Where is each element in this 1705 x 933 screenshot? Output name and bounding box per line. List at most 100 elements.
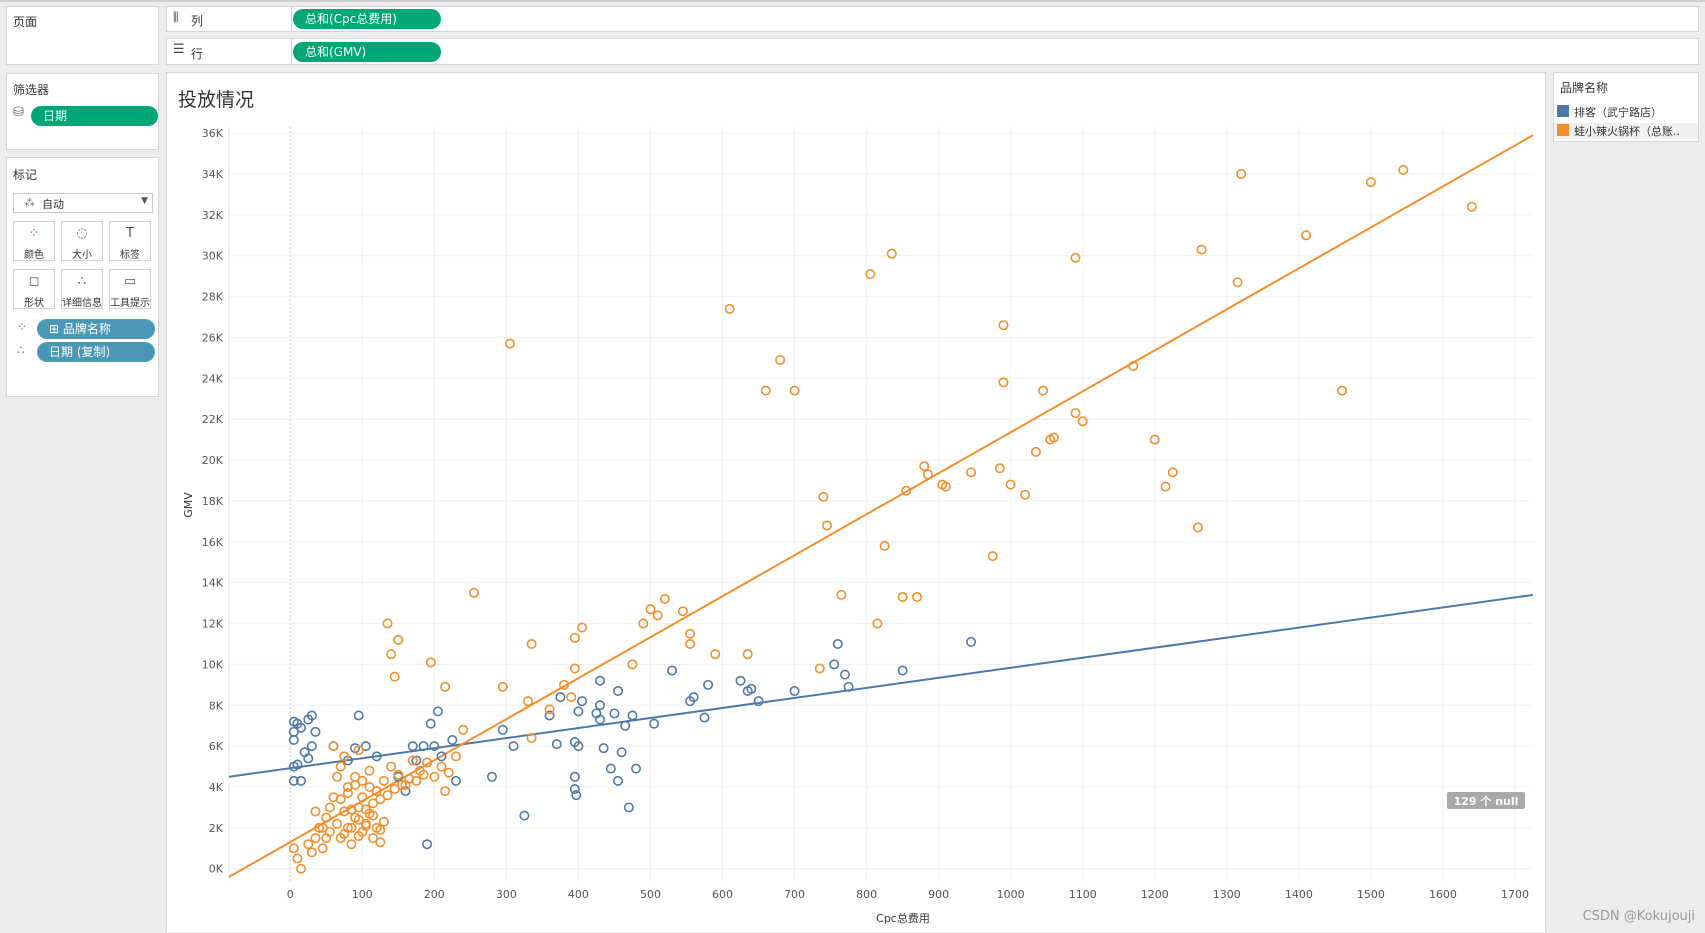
data-point-series-0[interactable] [288,775,299,786]
data-point-series-1[interactable] [382,618,393,629]
data-point-series-1[interactable] [317,822,328,833]
data-point-series-0[interactable] [508,741,519,752]
data-point-series-1[interactable] [638,618,649,629]
data-point-series-1[interactable] [346,822,357,833]
data-point-series-0[interactable] [620,720,631,731]
data-point-series-1[interactable] [1077,416,1088,427]
data-point-series-1[interactable] [310,806,321,817]
data-point-series-0[interactable] [649,718,660,729]
data-point-series-1[interactable] [310,833,321,844]
null-badge-bg[interactable] [1447,792,1525,809]
data-point-series-1[interactable] [368,810,379,821]
data-point-series-1[interactable] [1070,252,1081,263]
data-point-series-0[interactable] [288,735,299,746]
data-point-series-1[interactable] [364,782,375,793]
marks-field-brand[interactable]: ⊞ 品牌名称 [37,319,155,339]
columns-pill[interactable]: 总和(Cpc总费用) [293,9,441,29]
data-point-series-1[interactable] [1301,230,1312,241]
data-point-series-1[interactable] [378,816,389,827]
data-point-series-1[interactable] [1337,385,1348,396]
color-card[interactable]: ⁘ 颜色 [13,221,55,261]
data-point-series-1[interactable] [987,551,998,562]
data-point-series-0[interactable] [627,710,638,721]
data-point-series-1[interactable] [332,771,343,782]
data-point-series-1[interactable] [382,790,393,801]
data-point-series-0[interactable] [688,692,699,703]
data-point-series-1[interactable] [710,649,721,660]
data-point-series-0[interactable] [432,706,443,717]
data-point-series-0[interactable] [598,743,609,754]
data-point-series-1[interactable] [1048,432,1059,443]
data-point-series-1[interactable] [342,788,353,799]
data-point-series-1[interactable] [577,622,588,633]
data-point-series-0[interactable] [371,751,382,762]
data-point-series-1[interactable] [375,824,386,835]
null-badge[interactable]: 129 个 null [1454,794,1519,808]
data-point-series-1[interactable] [440,681,451,692]
data-point-series-1[interactable] [360,804,371,815]
data-point-series-0[interactable] [631,763,642,774]
data-point-series-1[interactable] [375,794,386,805]
data-point-series-1[interactable] [346,804,357,815]
data-point-series-1[interactable] [425,657,436,668]
data-point-series-1[interactable] [1192,522,1203,533]
data-point-series-1[interactable] [789,385,800,396]
data-point-series-0[interactable] [544,710,555,721]
data-point-series-1[interactable] [393,769,404,780]
data-point-series-1[interactable] [1030,446,1041,457]
data-point-series-1[interactable] [303,839,314,850]
data-point-series-1[interactable] [1167,467,1178,478]
data-point-series-0[interactable] [486,771,497,782]
data-point-series-0[interactable] [735,675,746,686]
data-point-series-0[interactable] [360,741,371,752]
data-point-series-1[interactable] [422,757,433,768]
data-point-series-1[interactable] [335,794,346,805]
filters-shelf[interactable]: 筛选器 ⛁ 日期 [6,73,159,150]
data-point-series-0[interactable] [839,669,850,680]
rows-pill[interactable]: 总和(GMV) [293,42,441,62]
data-point-series-1[interactable] [569,632,580,643]
data-point-series-0[interactable] [407,741,418,752]
data-point-series-1[interactable] [429,771,440,782]
data-point-series-0[interactable] [605,763,616,774]
data-point-series-1[interactable] [1005,479,1016,490]
data-point-series-1[interactable] [1128,361,1139,372]
data-point-series-1[interactable] [919,461,930,472]
data-point-series-0[interactable] [595,700,606,711]
data-point-series-1[interactable] [526,638,537,649]
data-point-series-1[interactable] [760,385,771,396]
data-point-series-1[interactable] [966,467,977,478]
data-point-series-0[interactable] [296,722,307,733]
data-point-series-1[interactable] [350,779,361,790]
data-point-series-1[interactable] [504,338,515,349]
data-point-series-1[interactable] [865,269,876,280]
data-point-series-1[interactable] [440,786,451,797]
data-point-series-1[interactable] [724,303,735,314]
data-point-series-1[interactable] [998,320,1009,331]
data-point-series-0[interactable] [897,665,908,676]
data-point-series-0[interactable] [829,659,840,670]
data-point-series-1[interactable] [814,663,825,674]
data-point-series-1[interactable] [389,671,400,682]
data-point-series-1[interactable] [396,779,407,790]
data-point-series-1[interactable] [296,863,307,874]
data-point-series-1[interactable] [468,587,479,598]
data-point-series-0[interactable] [609,708,620,719]
tooltip-card[interactable]: ▭ 工具提示 [109,269,151,309]
data-point-series-0[interactable] [623,802,634,813]
marks-field-date-copy[interactable]: 日期 (复制) [37,342,155,362]
data-point-series-1[interactable] [566,692,577,703]
label-card[interactable]: T 标签 [109,221,151,261]
mark-type-select[interactable]: ⁂ 自动 ▼ [13,193,153,213]
data-point-series-1[interactable] [897,591,908,602]
data-point-series-0[interactable] [571,790,582,801]
data-point-series-0[interactable] [746,683,757,694]
data-point-series-1[interactable] [652,610,663,621]
data-point-series-0[interactable] [966,636,977,647]
data-point-series-0[interactable] [667,665,678,676]
data-point-series-1[interactable] [353,814,364,825]
data-point-series-0[interactable] [616,747,627,758]
data-point-series-1[interactable] [994,463,1005,474]
data-point-series-1[interactable] [306,847,317,858]
size-card[interactable]: ◌ 大小 [61,221,103,261]
